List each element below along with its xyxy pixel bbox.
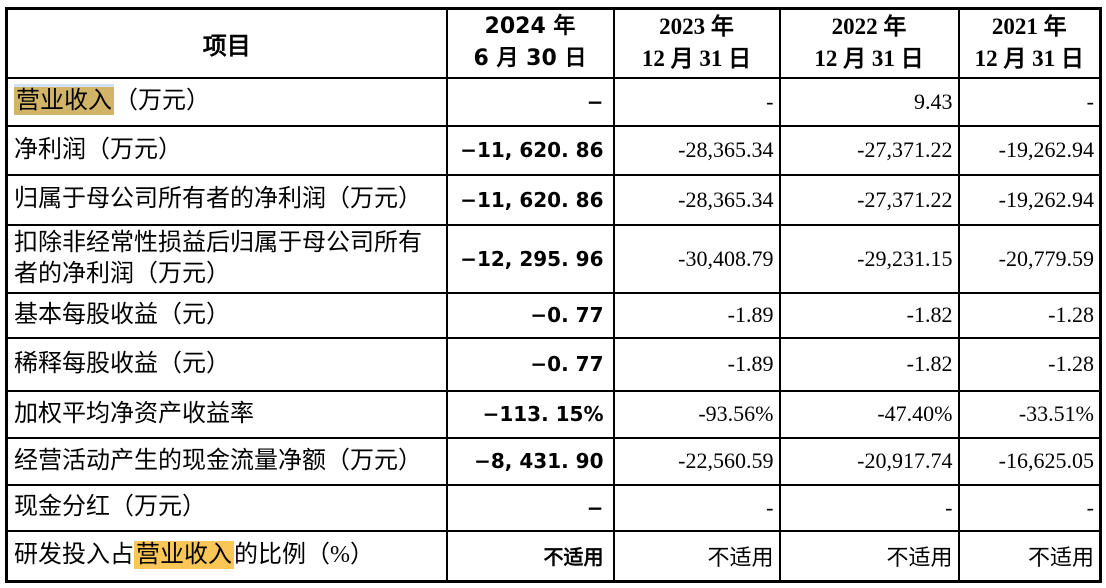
value-cell: -28,365.34	[612, 173, 781, 226]
table-row: 经营活动产生的现金流量净额（万元） −8, 431. 90 -22,560.59 -2…	[5, 436, 1102, 486]
value-cell: 不适用	[612, 529, 781, 583]
value-cell: −12, 295. 96	[445, 223, 615, 294]
value-cell: −	[445, 483, 615, 532]
row-label-cell: 稀释每股收益（元）	[5, 336, 448, 392]
value-cell: -22,560.59	[612, 436, 781, 486]
table-body: 营业收入（万元） − -9.43- 净利润（万元） −11, 620. 86 -28,36…	[5, 76, 1102, 583]
row-label-text: 加权平均净资产收益率	[14, 400, 254, 427]
col-header-item: 项目	[5, 7, 448, 79]
value-cell: -20,779.59	[957, 223, 1102, 294]
table-row: 基本每股收益（元） −0. 77 -1.89 -1.82 -1.28	[5, 291, 1102, 339]
row-label-text: （万元）	[114, 88, 210, 114]
value-cell: -30,408.79	[612, 223, 781, 294]
row-label-text: 净利润（万元）	[14, 136, 182, 163]
row-label-text: 基本每股收益（元）	[14, 301, 230, 328]
table-row: 现金分红（万元） − - - -	[5, 483, 1102, 532]
value-cell: 不适用	[445, 529, 615, 583]
value-cell: -1.82	[778, 291, 960, 339]
value-cell: −0. 77	[445, 336, 615, 392]
row-label-cell: 扣除非经常性损益后归属于母公司所有者的净利润（万元）	[5, 223, 448, 294]
value-cell: -16,625.05	[957, 436, 1102, 486]
value-cell: -1.89	[612, 336, 781, 392]
table-row: 净利润（万元） −11, 620. 86 -28,365.34 -27,371.22-…	[5, 124, 1102, 176]
value-cell: -20,917.74	[778, 436, 960, 486]
table-row: 营业收入（万元） − -9.43-	[5, 76, 1102, 127]
value-cell: −	[445, 76, 615, 127]
col-header-period-4: 2021 年 12 月 31 日	[957, 7, 1102, 79]
table-row: 归属于母公司所有者的净利润（万元） −11, 620. 86 -28,365.34-…	[5, 173, 1102, 226]
table-row: 加权平均净资产收益率 −113. 15% -93.56% -47.40% -33.51%	[5, 389, 1102, 439]
table-row: 稀释每股收益（元） −0. 77 -1.89 -1.82 -1.28	[5, 336, 1102, 392]
value-cell: -	[957, 76, 1102, 127]
row-label-text: 扣除非经常性损益后归属于母公司所有者的净利润（万元）	[14, 229, 422, 287]
row-label-cell: 基本每股收益（元）	[5, 291, 448, 339]
row-label-text: 稀释每股收益（元）	[14, 350, 230, 377]
row-label-cell: 加权平均净资产收益率	[5, 389, 448, 439]
value-cell: -1.28	[957, 291, 1102, 339]
value-cell: 9.43	[778, 76, 960, 127]
value-cell: -	[612, 76, 781, 127]
row-label-cell: 净利润（万元）	[5, 124, 448, 176]
value-cell: −11, 620. 86	[445, 173, 615, 226]
value-cell: -27,371.22	[778, 173, 960, 226]
table-row: 研发投入占营业收入的比例（%） 不适用 不适用 不适用 不适用	[5, 529, 1102, 583]
row-label-cell: 营业收入（万元）	[5, 76, 448, 127]
row-label-text: 现金分红（万元）	[14, 494, 206, 520]
value-cell: −113. 15%	[445, 389, 615, 439]
row-label-text: 归属于母公司所有者的净利润（万元）	[14, 186, 422, 212]
row-label-text: 研发投入占	[14, 542, 134, 569]
value-cell: 不适用	[778, 529, 960, 583]
value-cell: -1.82	[778, 336, 960, 392]
row-label-cell: 研发投入占营业收入的比例（%）	[5, 529, 448, 583]
value-cell: 不适用	[957, 529, 1102, 583]
col-header-period-2: 2023 年 12 月 31 日	[612, 7, 781, 79]
value-cell: -33.51%	[957, 389, 1102, 439]
value-cell: -28,365.34	[612, 124, 781, 176]
value-cell: -1.89	[612, 291, 781, 339]
row-label-cell: 归属于母公司所有者的净利润（万元）	[5, 173, 448, 226]
value-cell: -93.56%	[612, 389, 781, 439]
highlighted-term: 营业收入	[14, 87, 114, 115]
row-label-text: 经营活动产生的现金流量净额（万元）	[14, 447, 422, 474]
table-row: 扣除非经常性损益后归属于母公司所有者的净利润（万元） −12, 295. 96 -3…	[5, 223, 1102, 294]
highlighted-term: 营业收入	[134, 541, 234, 570]
row-label-text: 的比例（%）	[234, 542, 374, 569]
value-cell: -19,262.94	[957, 173, 1102, 226]
col-header-period-3: 2022 年 12 月 31 日	[778, 7, 960, 79]
value-cell: -47.40%	[778, 389, 960, 439]
value-cell: -	[612, 483, 781, 532]
value-cell: −11, 620. 86	[445, 124, 615, 176]
value-cell: -27,371.22	[778, 124, 960, 176]
value-cell: -	[957, 483, 1102, 532]
value-cell: -1.28	[957, 336, 1102, 392]
value-cell: −8, 431. 90	[445, 436, 615, 486]
value-cell: -19,262.94	[957, 124, 1102, 176]
value-cell: −0. 77	[445, 291, 615, 339]
value-cell: -29,231.15	[778, 223, 960, 294]
value-cell: -	[778, 483, 960, 532]
row-label-cell: 现金分红（万元）	[5, 483, 448, 532]
row-label-cell: 经营活动产生的现金流量净额（万元）	[5, 436, 448, 486]
